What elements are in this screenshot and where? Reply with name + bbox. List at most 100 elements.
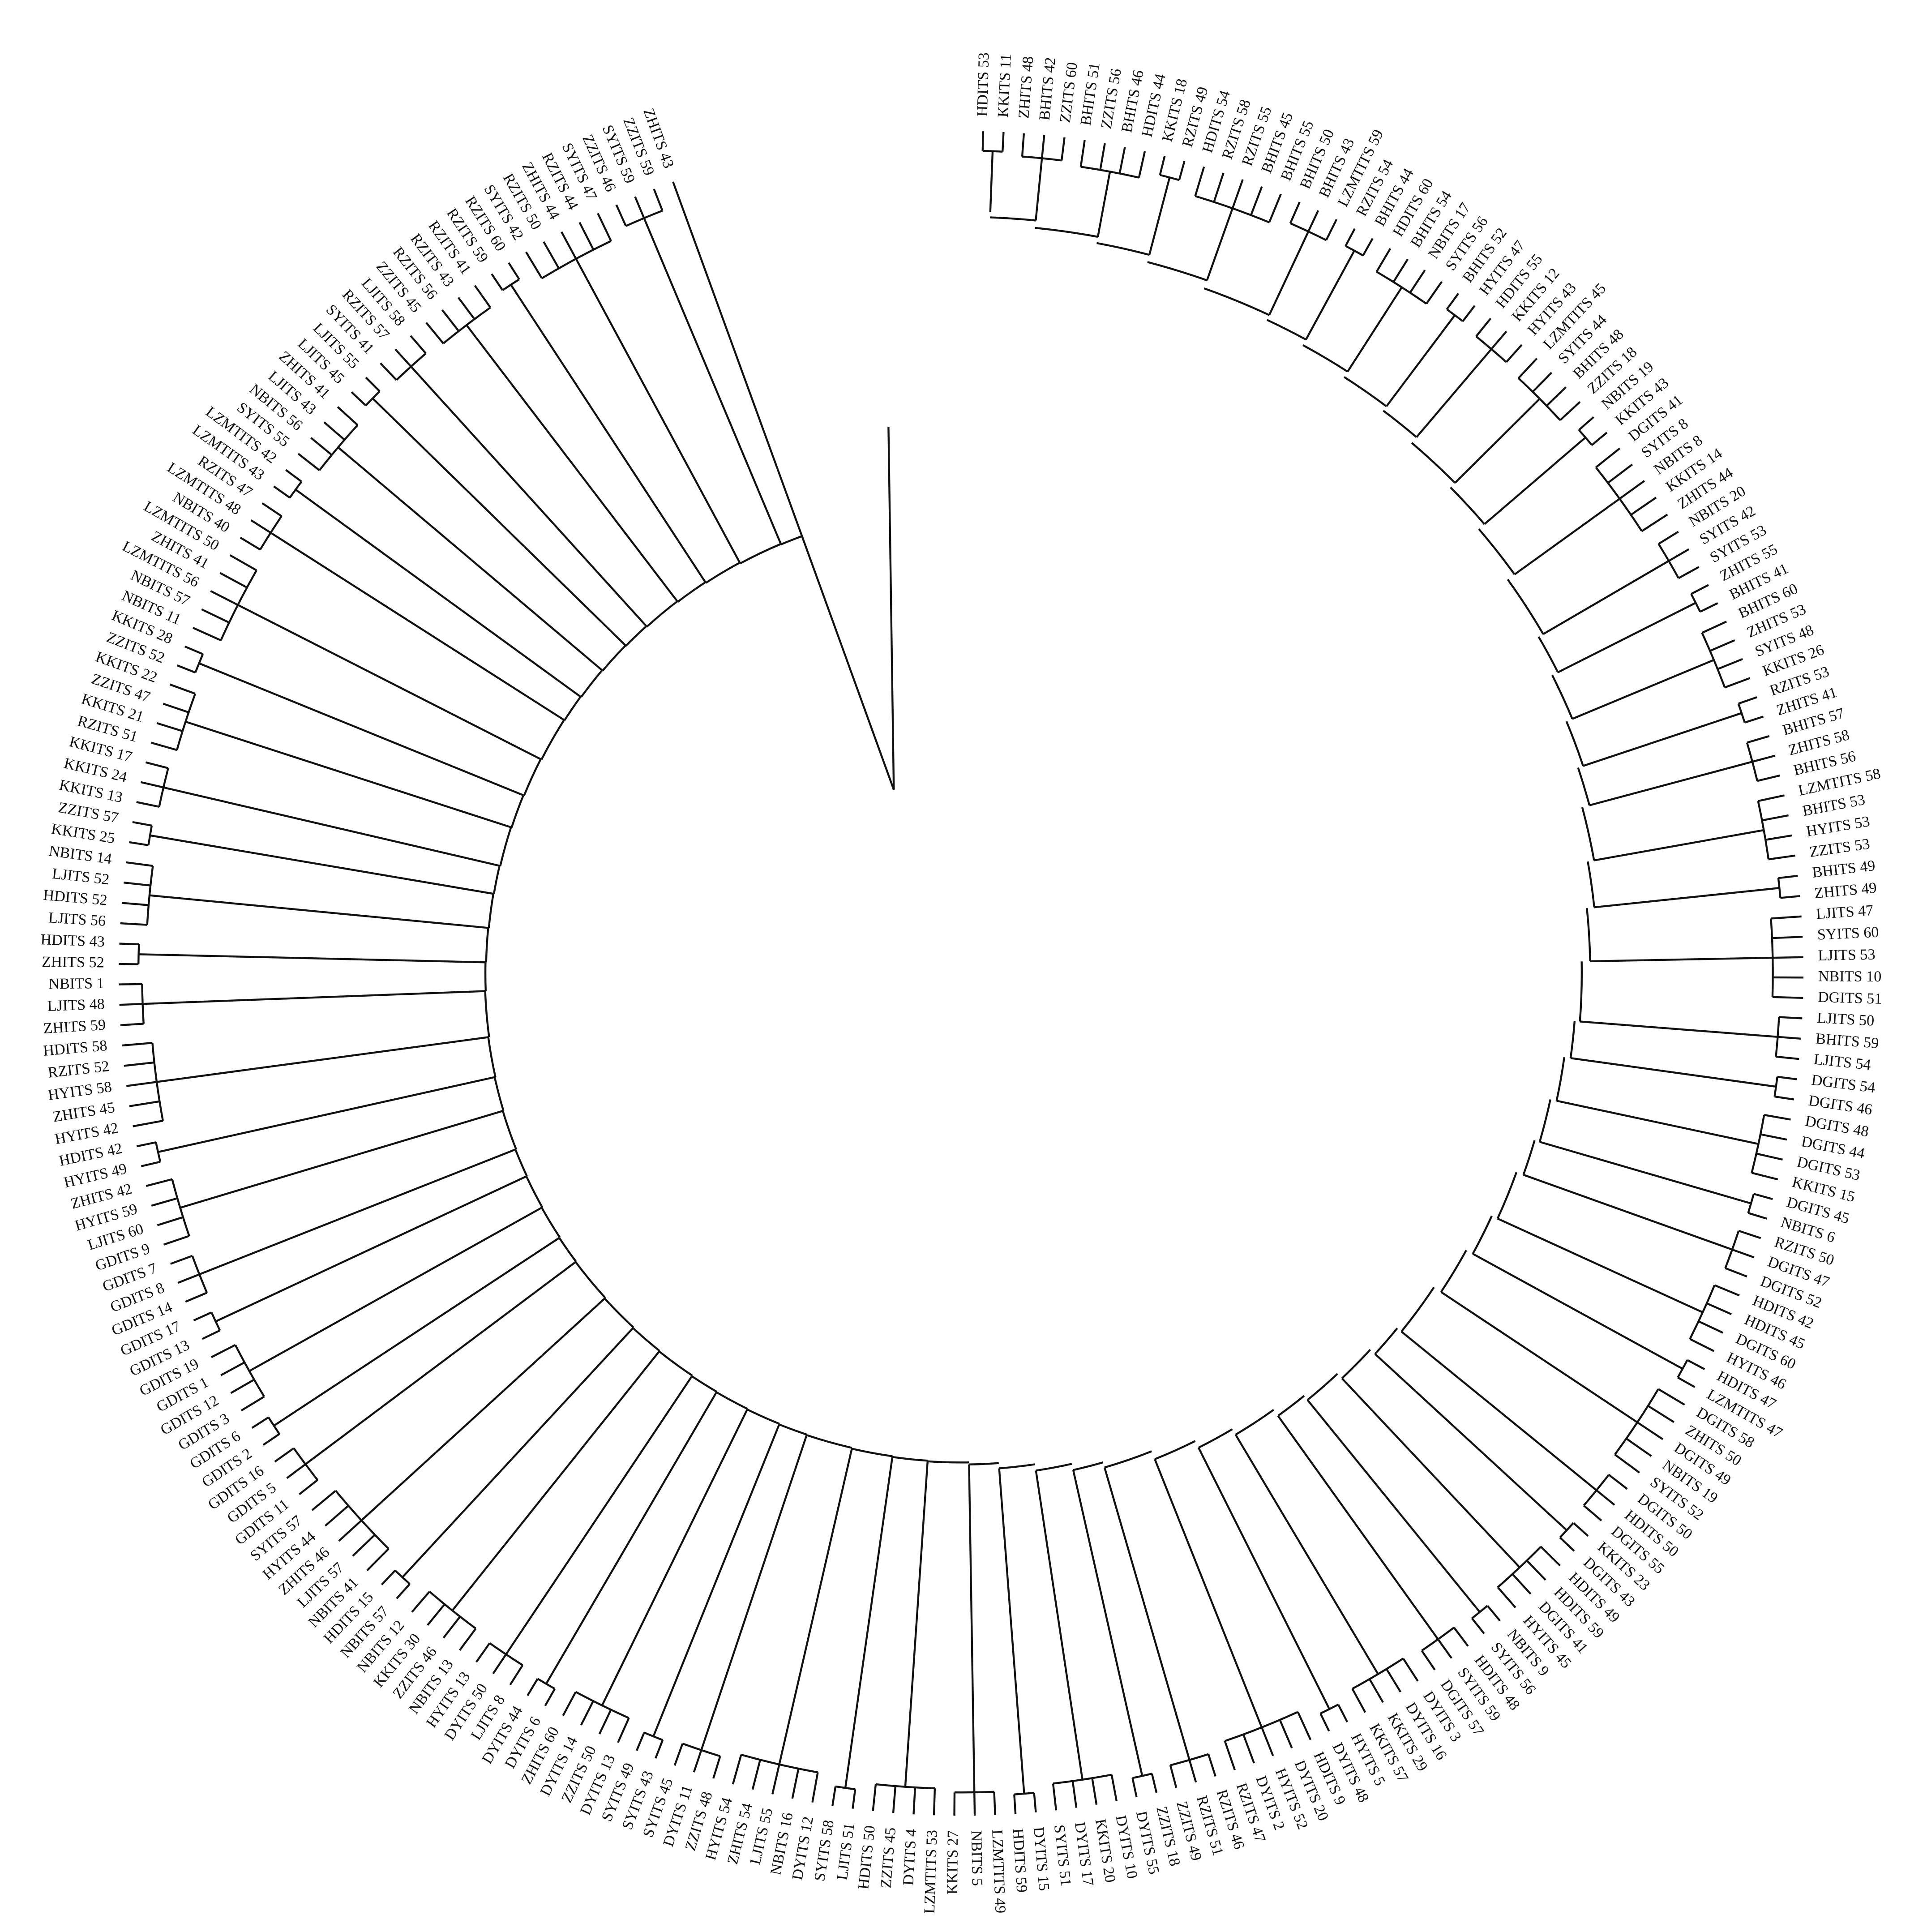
branch	[1751, 1172, 1778, 1181]
branch	[1724, 677, 1751, 689]
branch	[1758, 794, 1785, 802]
branch	[1306, 1399, 1481, 1613]
branch	[562, 1691, 577, 1716]
branch	[261, 502, 283, 517]
branch	[1198, 1428, 1233, 1449]
branch	[514, 1149, 528, 1177]
branch	[1751, 1114, 1765, 1173]
branch	[1764, 1114, 1791, 1121]
branch	[1577, 767, 1591, 806]
branch	[1771, 915, 1802, 920]
branch	[120, 1023, 144, 1026]
branch	[1475, 317, 1492, 337]
leaf-label: KKITS 27	[944, 1830, 961, 1895]
branch	[1302, 344, 1349, 373]
branch	[1207, 1754, 1216, 1777]
leaf-label: HYITS 58	[47, 1079, 113, 1104]
branch	[1587, 861, 1595, 908]
branch	[1636, 1421, 1664, 1440]
branch	[751, 1759, 761, 1790]
branch	[791, 1768, 800, 1799]
leaf-label: BHITS 42	[1036, 56, 1059, 121]
branch	[1345, 245, 1364, 257]
branch	[1224, 1740, 1236, 1770]
branch	[1096, 171, 1111, 237]
branch	[1780, 895, 1800, 899]
branch	[170, 1255, 193, 1265]
branch	[1714, 1284, 1740, 1297]
branch	[1698, 1320, 1724, 1334]
branch	[580, 669, 603, 698]
branch	[163, 1235, 190, 1246]
branch	[852, 1448, 893, 1457]
branch	[740, 543, 781, 565]
branch	[1392, 258, 1409, 283]
branch	[1351, 1688, 1366, 1713]
branch	[780, 535, 803, 545]
branch	[1579, 961, 1583, 1022]
branch	[1559, 401, 1581, 421]
branch	[380, 362, 398, 381]
branch	[240, 536, 261, 551]
branch	[1154, 1440, 1196, 1460]
branch	[1507, 578, 1544, 635]
branch	[811, 1772, 819, 1803]
branch	[1522, 1140, 1536, 1175]
branch	[643, 218, 782, 544]
branch	[527, 1678, 539, 1696]
branch	[274, 1447, 295, 1463]
leaf-label: KKITS 11	[995, 53, 1015, 118]
branch	[1578, 416, 1594, 431]
branch	[193, 1311, 212, 1322]
branch	[746, 1408, 780, 1425]
branch	[1104, 1450, 1152, 1469]
branch	[1071, 1781, 1078, 1808]
branch	[1426, 281, 1443, 304]
branch	[1138, 151, 1146, 178]
branch	[602, 645, 626, 672]
branch	[1725, 1267, 1747, 1278]
branch	[1297, 1711, 1312, 1740]
branch	[872, 1784, 877, 1812]
branch	[558, 1237, 577, 1263]
leaf-label: LJITS 47	[1816, 902, 1874, 923]
branch	[1580, 1020, 1778, 1038]
branch	[635, 1732, 645, 1751]
branch	[1471, 1617, 1485, 1634]
branch	[133, 1119, 163, 1127]
branch	[237, 604, 541, 760]
branch	[129, 1100, 160, 1107]
branch	[1537, 636, 1559, 673]
branch	[1400, 1331, 1597, 1491]
branch	[1446, 293, 1460, 310]
branch	[990, 216, 1036, 222]
branch	[394, 1569, 411, 1585]
branch	[1744, 715, 1764, 724]
branch	[1593, 829, 1764, 861]
branch	[1760, 1133, 1787, 1141]
branch	[1454, 398, 1541, 484]
leaf-label: SYITS 60	[1817, 924, 1879, 943]
branch	[1619, 480, 1645, 500]
branch	[523, 758, 542, 796]
branch	[541, 1207, 561, 1238]
branch	[561, 231, 577, 260]
branch	[998, 1468, 1025, 1794]
branch	[1773, 1076, 1778, 1097]
branch	[1608, 1474, 1628, 1490]
branch	[1556, 1100, 1759, 1145]
branch	[1559, 1537, 1575, 1552]
branch	[1747, 735, 1770, 744]
branch	[968, 1464, 976, 1793]
branch	[177, 1273, 200, 1284]
branch	[155, 1142, 162, 1162]
branch	[1416, 348, 1492, 438]
branch	[1061, 137, 1066, 161]
branch	[1307, 210, 1319, 232]
branch	[299, 1479, 318, 1495]
branch	[1036, 1463, 1072, 1472]
branch	[1586, 908, 1591, 961]
branch	[1762, 814, 1789, 822]
branch	[1724, 1230, 1740, 1269]
leaf-label: DGITS 54	[1811, 1072, 1876, 1097]
